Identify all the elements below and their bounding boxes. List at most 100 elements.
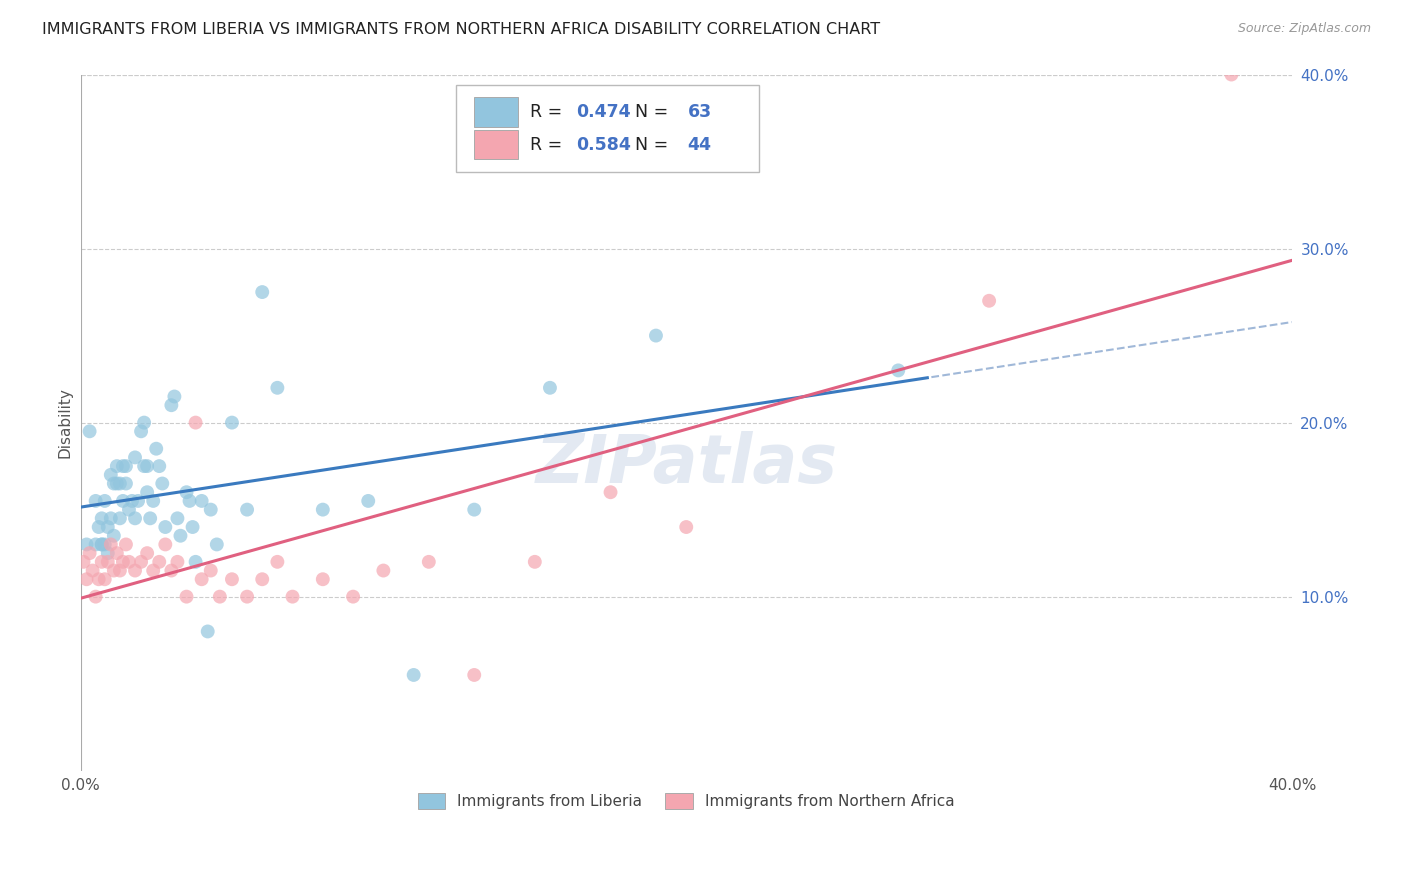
Point bbox=[599, 485, 621, 500]
Point bbox=[90, 537, 112, 551]
Point bbox=[129, 555, 152, 569]
Point bbox=[72, 555, 94, 569]
Text: IMMIGRANTS FROM LIBERIA VS IMMIGRANTS FROM NORTHERN AFRICA DISABILITY CORRELATIO: IMMIGRANTS FROM LIBERIA VS IMMIGRANTS FR… bbox=[42, 22, 880, 37]
Point bbox=[160, 564, 183, 578]
Point bbox=[342, 590, 364, 604]
Point bbox=[373, 564, 395, 578]
Point bbox=[121, 494, 143, 508]
Point bbox=[887, 363, 910, 377]
Point bbox=[312, 502, 335, 516]
Point bbox=[84, 494, 107, 508]
Point bbox=[181, 520, 204, 534]
Point bbox=[200, 502, 222, 516]
Point bbox=[100, 511, 122, 525]
Text: 63: 63 bbox=[688, 103, 711, 121]
Point bbox=[134, 459, 156, 474]
Point bbox=[252, 572, 274, 586]
Point bbox=[105, 546, 128, 560]
Point bbox=[118, 502, 141, 516]
Point bbox=[155, 520, 177, 534]
Point bbox=[129, 425, 152, 439]
Point bbox=[93, 537, 115, 551]
Point bbox=[100, 537, 122, 551]
Point bbox=[142, 564, 165, 578]
Point bbox=[169, 529, 191, 543]
Text: 0.584: 0.584 bbox=[576, 136, 631, 153]
Point bbox=[84, 590, 107, 604]
Point bbox=[208, 590, 231, 604]
Text: 44: 44 bbox=[688, 136, 711, 153]
Point bbox=[266, 555, 288, 569]
Text: R =: R = bbox=[530, 103, 568, 121]
Point bbox=[97, 546, 120, 560]
Point bbox=[124, 564, 146, 578]
Point bbox=[281, 590, 304, 604]
Point bbox=[675, 520, 697, 534]
Point bbox=[82, 564, 104, 578]
Point bbox=[103, 529, 125, 543]
Y-axis label: Disability: Disability bbox=[58, 387, 72, 458]
Point bbox=[176, 485, 198, 500]
Point bbox=[166, 511, 188, 525]
Point bbox=[87, 520, 110, 534]
Point bbox=[236, 502, 259, 516]
Point bbox=[163, 390, 186, 404]
Point bbox=[184, 555, 207, 569]
Point bbox=[166, 555, 188, 569]
Point bbox=[1220, 68, 1243, 82]
Text: N =: N = bbox=[624, 103, 675, 121]
Point bbox=[136, 485, 159, 500]
Text: N =: N = bbox=[624, 136, 675, 153]
Point bbox=[190, 572, 212, 586]
Point bbox=[79, 425, 101, 439]
Point bbox=[127, 494, 149, 508]
Point bbox=[97, 520, 120, 534]
Point bbox=[136, 546, 159, 560]
Point bbox=[90, 511, 112, 525]
Point bbox=[79, 546, 101, 560]
Point bbox=[176, 590, 198, 604]
Point bbox=[93, 494, 115, 508]
Point bbox=[357, 494, 380, 508]
Point bbox=[90, 537, 112, 551]
Point bbox=[645, 328, 668, 343]
Point bbox=[115, 537, 138, 551]
Point bbox=[118, 555, 141, 569]
Point bbox=[90, 555, 112, 569]
Point bbox=[111, 459, 134, 474]
Point bbox=[134, 416, 156, 430]
Point bbox=[76, 572, 98, 586]
Point bbox=[148, 555, 170, 569]
Point bbox=[184, 416, 207, 430]
Point bbox=[139, 511, 162, 525]
Point bbox=[252, 285, 274, 299]
Point bbox=[115, 459, 138, 474]
Point bbox=[538, 381, 561, 395]
Point bbox=[103, 564, 125, 578]
Text: 0.474: 0.474 bbox=[576, 103, 631, 121]
Point bbox=[221, 416, 243, 430]
Point bbox=[93, 572, 115, 586]
Point bbox=[76, 537, 98, 551]
Legend: Immigrants from Liberia, Immigrants from Northern Africa: Immigrants from Liberia, Immigrants from… bbox=[412, 787, 960, 815]
Point bbox=[179, 494, 201, 508]
Point bbox=[463, 668, 485, 682]
Point bbox=[87, 572, 110, 586]
Text: ZIPatlas: ZIPatlas bbox=[536, 432, 837, 498]
Point bbox=[312, 572, 335, 586]
Point bbox=[221, 572, 243, 586]
Point bbox=[200, 564, 222, 578]
FancyBboxPatch shape bbox=[474, 97, 517, 127]
Point bbox=[97, 555, 120, 569]
Point bbox=[148, 459, 170, 474]
Point bbox=[145, 442, 167, 456]
Point bbox=[105, 459, 128, 474]
Point bbox=[205, 537, 228, 551]
Point bbox=[463, 502, 485, 516]
Point bbox=[190, 494, 212, 508]
Point bbox=[111, 494, 134, 508]
Point bbox=[84, 537, 107, 551]
Point bbox=[155, 537, 177, 551]
Text: Source: ZipAtlas.com: Source: ZipAtlas.com bbox=[1237, 22, 1371, 36]
Point bbox=[111, 555, 134, 569]
